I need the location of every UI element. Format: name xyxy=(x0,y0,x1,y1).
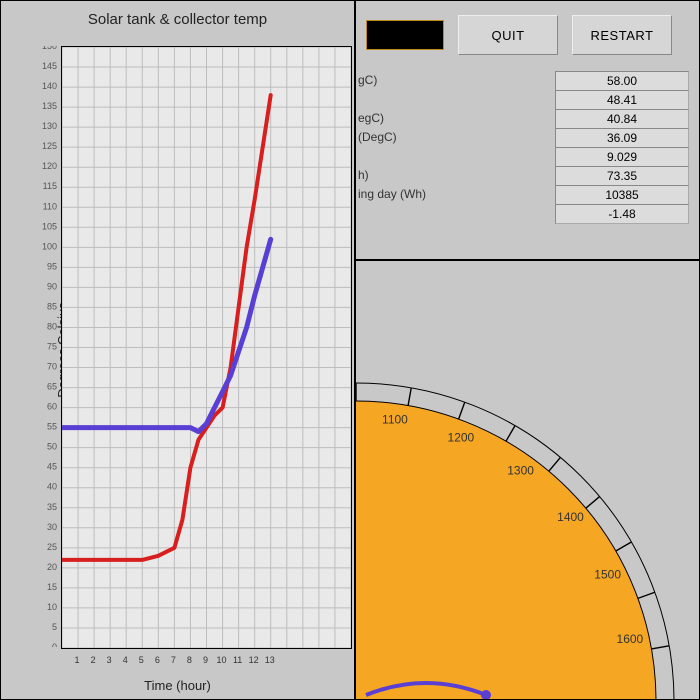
metric-label xyxy=(356,204,555,223)
svg-text:1500: 1500 xyxy=(594,567,621,581)
svg-text:35: 35 xyxy=(47,502,57,512)
svg-text:1600: 1600 xyxy=(617,632,644,646)
svg-text:5: 5 xyxy=(139,655,144,665)
svg-text:0: 0 xyxy=(52,642,57,647)
svg-text:95: 95 xyxy=(47,261,57,271)
svg-text:11: 11 xyxy=(233,655,242,665)
chart-y-ticks: 0 5 10 15 20 25 30 35 40 45 50 55 60 65 70 75 80 85 90 95 10… xyxy=(27,46,61,647)
svg-text:1200: 1200 xyxy=(448,430,475,444)
svg-text:90: 90 xyxy=(47,281,57,291)
svg-text:130: 130 xyxy=(42,121,57,131)
svg-text:8: 8 xyxy=(187,655,192,665)
sundial-panel: 90010001100120013001400150016001700 xyxy=(355,260,700,700)
svg-text:15: 15 xyxy=(47,582,57,592)
svg-text:75: 75 xyxy=(47,342,57,352)
metric-label: h) xyxy=(356,166,555,185)
svg-text:1400: 1400 xyxy=(557,510,584,524)
sundial-svg: 90010001100120013001400150016001700 xyxy=(356,261,699,699)
svg-text:5: 5 xyxy=(52,622,57,632)
metrics-table: gC) 58.00 48.41 egC) 40.84 (DegC) 36.09 … xyxy=(356,71,695,223)
svg-text:6: 6 xyxy=(155,655,160,665)
metric-value: 36.09 xyxy=(555,128,689,148)
metric-value: 58.00 xyxy=(555,71,689,91)
svg-text:100: 100 xyxy=(42,241,57,251)
svg-text:1: 1 xyxy=(75,655,80,665)
svg-text:125: 125 xyxy=(42,141,57,151)
metric-value: 10385 xyxy=(555,185,689,205)
control-metrics-panel: QUIT RESTART gC) 58.00 48.41 egC) 40.84 … xyxy=(355,0,700,260)
svg-text:145: 145 xyxy=(42,61,57,71)
svg-text:50: 50 xyxy=(47,442,57,452)
svg-text:55: 55 xyxy=(47,422,57,432)
sundial-wrap: 90010001100120013001400150016001700 xyxy=(356,261,699,699)
svg-text:45: 45 xyxy=(47,462,57,472)
svg-text:3: 3 xyxy=(107,655,112,665)
svg-text:9: 9 xyxy=(203,655,208,665)
svg-text:7: 7 xyxy=(171,655,176,665)
svg-text:30: 30 xyxy=(47,522,57,532)
logo xyxy=(366,20,444,50)
svg-text:13: 13 xyxy=(265,655,275,665)
svg-text:25: 25 xyxy=(47,542,57,552)
metric-value: 48.41 xyxy=(555,90,689,110)
svg-text:115: 115 xyxy=(43,181,57,191)
svg-text:70: 70 xyxy=(47,362,57,372)
metric-value: 73.35 xyxy=(555,166,689,186)
svg-text:140: 140 xyxy=(42,81,57,91)
svg-text:65: 65 xyxy=(47,382,57,392)
temperature-chart-panel: Solar tank & collector temp Degrees Cels… xyxy=(0,0,355,700)
svg-text:10: 10 xyxy=(47,602,57,612)
svg-text:85: 85 xyxy=(47,301,57,311)
svg-text:150: 150 xyxy=(42,46,57,51)
chart-plot-area xyxy=(61,46,352,649)
metric-value: 40.84 xyxy=(555,109,689,129)
svg-text:40: 40 xyxy=(47,482,57,492)
svg-text:105: 105 xyxy=(42,221,57,231)
svg-text:60: 60 xyxy=(47,402,57,412)
metric-value: -1.48 xyxy=(555,204,689,224)
chart-x-axis-label: Time (hour) xyxy=(1,678,354,693)
metric-label: (DegC) xyxy=(356,128,555,147)
svg-text:135: 135 xyxy=(42,101,57,111)
quit-button[interactable]: QUIT xyxy=(458,15,558,55)
chart-x-ticks: 12345678910111213 xyxy=(61,649,350,669)
svg-text:2: 2 xyxy=(91,655,96,665)
svg-text:80: 80 xyxy=(47,321,57,331)
metric-label xyxy=(356,90,555,109)
svg-text:1300: 1300 xyxy=(507,463,534,477)
metric-label: egC) xyxy=(356,109,555,128)
svg-text:1100: 1100 xyxy=(382,413,408,427)
svg-text:20: 20 xyxy=(47,562,57,572)
svg-text:10: 10 xyxy=(217,655,227,665)
svg-text:12: 12 xyxy=(249,655,259,665)
svg-text:110: 110 xyxy=(43,201,57,211)
chart-svg xyxy=(62,47,351,648)
svg-text:4: 4 xyxy=(123,655,128,665)
restart-button[interactable]: RESTART xyxy=(572,15,672,55)
metric-label: gC) xyxy=(356,71,555,90)
svg-text:120: 120 xyxy=(42,161,57,171)
app-root: QUIT RESTART gC) 58.00 48.41 egC) 40.84 … xyxy=(0,0,700,700)
chart-title: Solar tank & collector temp xyxy=(1,1,354,28)
metric-label: ing day (Wh) xyxy=(356,185,555,204)
toolbar: QUIT RESTART xyxy=(356,1,699,63)
metric-label xyxy=(356,147,555,166)
metric-value: 9.029 xyxy=(555,147,689,167)
